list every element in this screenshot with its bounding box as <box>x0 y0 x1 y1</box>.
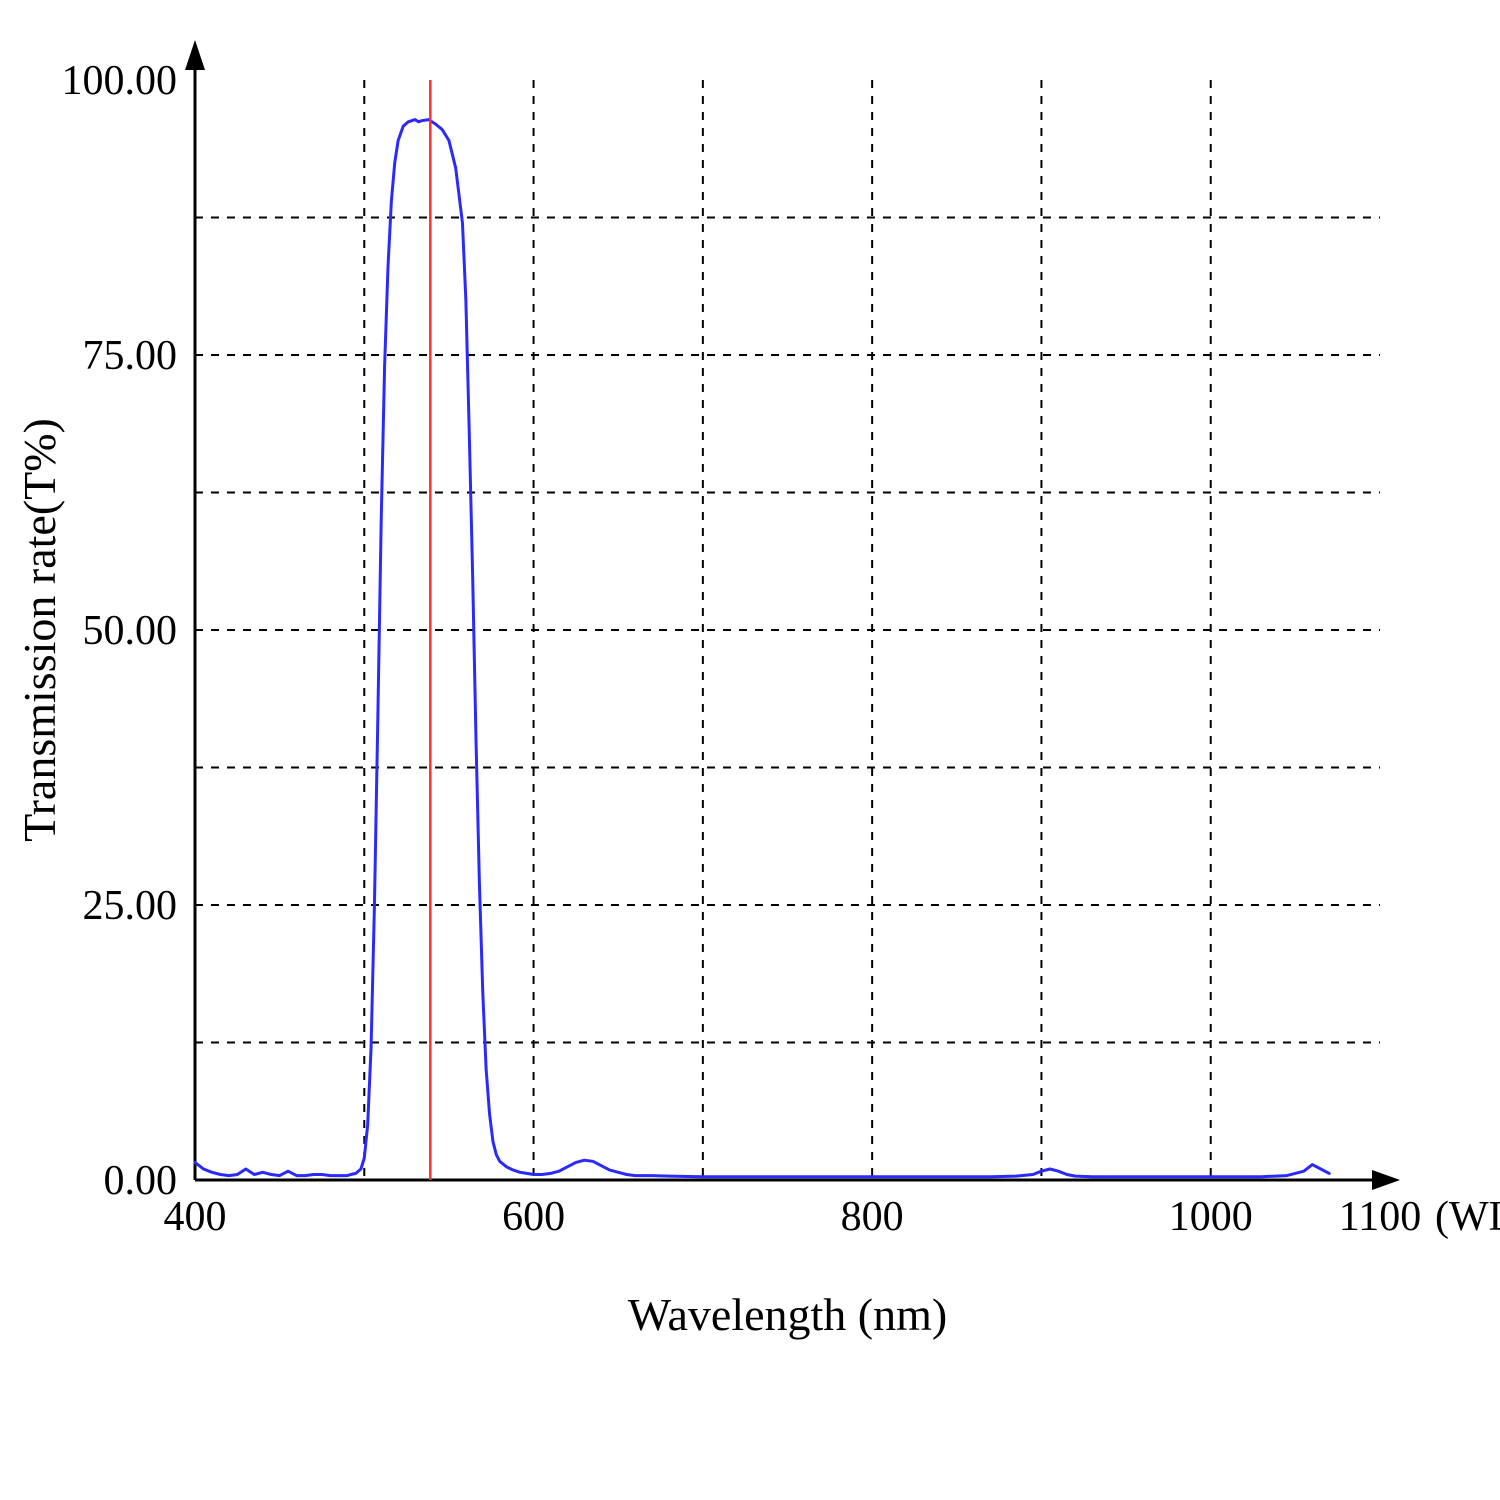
x-tick-label: 1100 <box>1339 1194 1421 1240</box>
x-tick-label: 800 <box>841 1194 904 1240</box>
chart-svg: 0.0025.0050.0075.00100.00400600800100011… <box>0 0 1500 1500</box>
axes-layer <box>185 40 1400 1190</box>
x-axis-title: Wavelength (nm) <box>628 1289 947 1340</box>
y-tick-label: 100.00 <box>62 58 178 104</box>
y-tick-label: 50.00 <box>83 608 178 654</box>
y-tick-label: 25.00 <box>83 883 178 929</box>
labels-layer: 0.0025.0050.0075.00100.00400600800100011… <box>14 58 1500 1340</box>
x-tick-label: 600 <box>502 1194 565 1240</box>
x-tick-label: 1000 <box>1169 1194 1253 1240</box>
transmission-chart: 0.0025.0050.0075.00100.00400600800100011… <box>0 0 1500 1500</box>
x-unit-label: (WL) <box>1435 1194 1500 1240</box>
x-tick-label: 400 <box>164 1194 227 1240</box>
y-tick-label: 75.00 <box>83 333 178 379</box>
y-axis-title: Transmission rate(T%) <box>14 418 65 842</box>
